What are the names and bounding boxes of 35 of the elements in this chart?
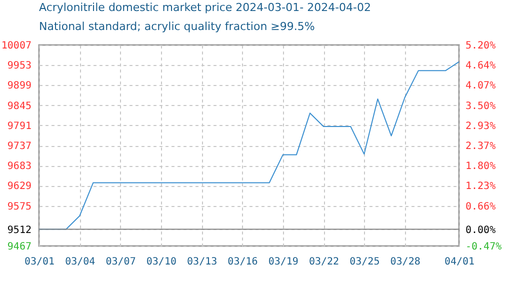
y2-tick-label: 4.07% [466,80,496,92]
y2-tick-label: 2.37% [466,140,496,152]
x-tick-label: 03/28 [390,256,420,268]
y-tick-label: 9512 [7,224,32,236]
y2-tick-label: 0.00% [466,224,496,236]
x-tick-label: 04/01 [444,256,475,268]
y-tick-label: 9467 [7,242,32,252]
y-tick-label: 9629 [7,181,32,192]
x-tick-label: 03/10 [146,256,176,268]
y-tick-label: 9791 [7,120,32,132]
x-tick-label: 03/16 [228,256,258,268]
x-tick-label: 03/07 [106,256,136,268]
x-tick-label: 03/13 [187,256,218,268]
chart-subtitle: National standard; acrylic quality fraction ≥99.5% [39,20,315,33]
y2-tick-label: 3.50% [466,100,496,112]
y-tick-label: 9737 [7,141,32,152]
y2-tick-label: 4.64% [466,60,496,72]
y2-tick-label: 1.23% [466,181,496,192]
y-tick-label: 9575 [7,201,32,212]
y2-tick-label: -0.47% [466,242,502,252]
y2-tick-label: 1.80% [466,161,496,172]
x-tick-label: 03/19 [268,256,298,268]
x-tick-label: 03/25 [350,256,380,268]
y-tick-label: 9845 [7,100,32,112]
x-tick-label: 03/22 [308,256,340,268]
y2-tick-label: 2.93% [466,120,496,132]
chart-title: Acrylonitrile domestic market price 2024-03-01- 2024-04-02 [39,1,372,14]
x-tick-label: 03/01 [24,256,55,268]
y2-tick-label: 0.66% [466,201,496,212]
x-tick-label: 03/04 [65,256,96,268]
y-tick-label: 9683 [7,161,32,172]
y2-tick-label: 5.20% [466,40,496,52]
y-tick-label: 10007 [1,40,32,52]
y-tick-label: 9899 [7,80,32,92]
y-tick-label: 9953 [7,60,32,72]
